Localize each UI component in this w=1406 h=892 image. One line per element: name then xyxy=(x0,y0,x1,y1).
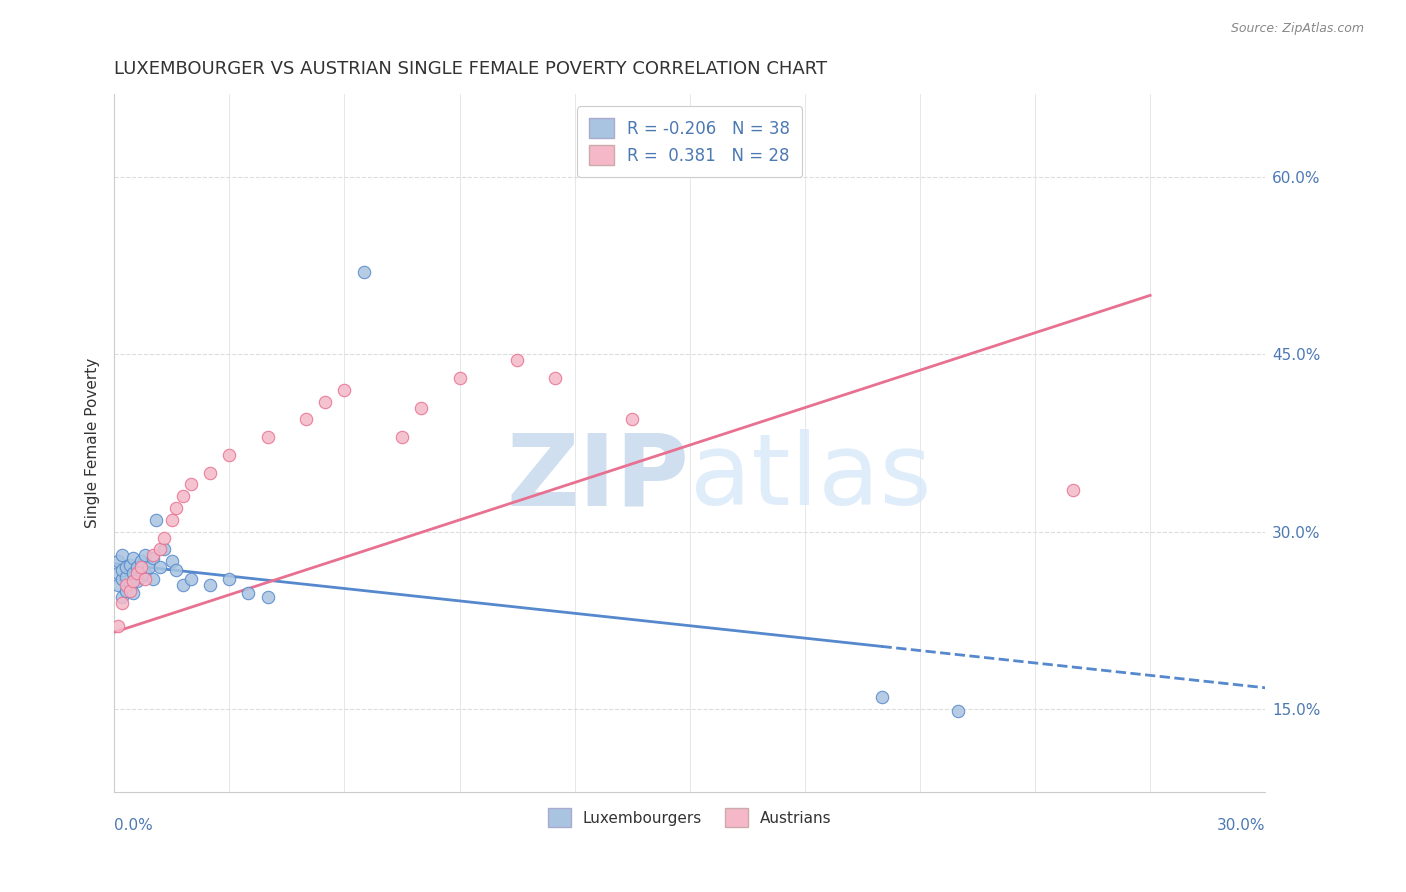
Point xyxy=(149,542,172,557)
Point xyxy=(256,430,278,444)
Point xyxy=(172,489,194,503)
Point xyxy=(256,590,278,604)
Point xyxy=(114,569,136,583)
Point xyxy=(111,549,134,563)
Point xyxy=(333,383,356,397)
Point xyxy=(111,596,134,610)
Point xyxy=(165,501,187,516)
Point xyxy=(160,554,183,568)
Point xyxy=(134,566,156,581)
Point xyxy=(122,550,145,565)
Point xyxy=(114,578,136,592)
Point xyxy=(111,590,134,604)
Point xyxy=(198,466,221,480)
Point xyxy=(411,401,433,415)
Point xyxy=(107,554,129,568)
Point xyxy=(295,412,318,426)
Point xyxy=(118,558,141,572)
Point xyxy=(107,578,129,592)
Point xyxy=(218,448,240,462)
Point xyxy=(544,371,567,385)
Point xyxy=(127,560,149,574)
Point xyxy=(134,549,156,563)
Point xyxy=(621,412,644,426)
Point xyxy=(134,572,156,586)
Point xyxy=(107,619,129,633)
Point xyxy=(129,554,152,568)
Point xyxy=(238,586,260,600)
Point xyxy=(145,513,167,527)
Point xyxy=(118,578,141,592)
Point xyxy=(114,583,136,598)
Point xyxy=(353,265,375,279)
Point xyxy=(506,353,529,368)
Point xyxy=(870,690,893,705)
Point xyxy=(149,560,172,574)
Legend: Luxembourgers, Austrians: Luxembourgers, Austrians xyxy=(541,802,838,833)
Point xyxy=(122,586,145,600)
Point xyxy=(153,542,176,557)
Point xyxy=(122,574,145,589)
Point xyxy=(160,513,183,527)
Point xyxy=(142,549,165,563)
Point xyxy=(129,569,152,583)
Point xyxy=(114,560,136,574)
Text: ZIP: ZIP xyxy=(506,429,690,526)
Text: atlas: atlas xyxy=(690,429,931,526)
Text: 30.0%: 30.0% xyxy=(1216,818,1265,833)
Point xyxy=(129,560,152,574)
Text: LUXEMBOURGER VS AUSTRIAN SINGLE FEMALE POVERTY CORRELATION CHART: LUXEMBOURGER VS AUSTRIAN SINGLE FEMALE P… xyxy=(114,60,827,78)
Point xyxy=(948,705,970,719)
Point xyxy=(122,566,145,581)
Point xyxy=(180,477,202,491)
Point xyxy=(138,560,160,574)
Point xyxy=(314,394,336,409)
Point xyxy=(127,566,149,581)
Point xyxy=(172,578,194,592)
Point xyxy=(111,572,134,586)
Point xyxy=(118,583,141,598)
Point xyxy=(111,563,134,577)
Point xyxy=(449,371,471,385)
Y-axis label: Single Female Poverty: Single Female Poverty xyxy=(86,358,100,528)
Point xyxy=(142,572,165,586)
Point xyxy=(153,531,176,545)
Point xyxy=(1062,483,1084,498)
Text: Source: ZipAtlas.com: Source: ZipAtlas.com xyxy=(1230,22,1364,36)
Point xyxy=(165,563,187,577)
Point xyxy=(127,574,149,589)
Point xyxy=(142,550,165,565)
Point xyxy=(107,566,129,581)
Text: 0.0%: 0.0% xyxy=(114,818,153,833)
Point xyxy=(218,572,240,586)
Point xyxy=(180,572,202,586)
Point xyxy=(391,430,413,444)
Point xyxy=(198,578,221,592)
